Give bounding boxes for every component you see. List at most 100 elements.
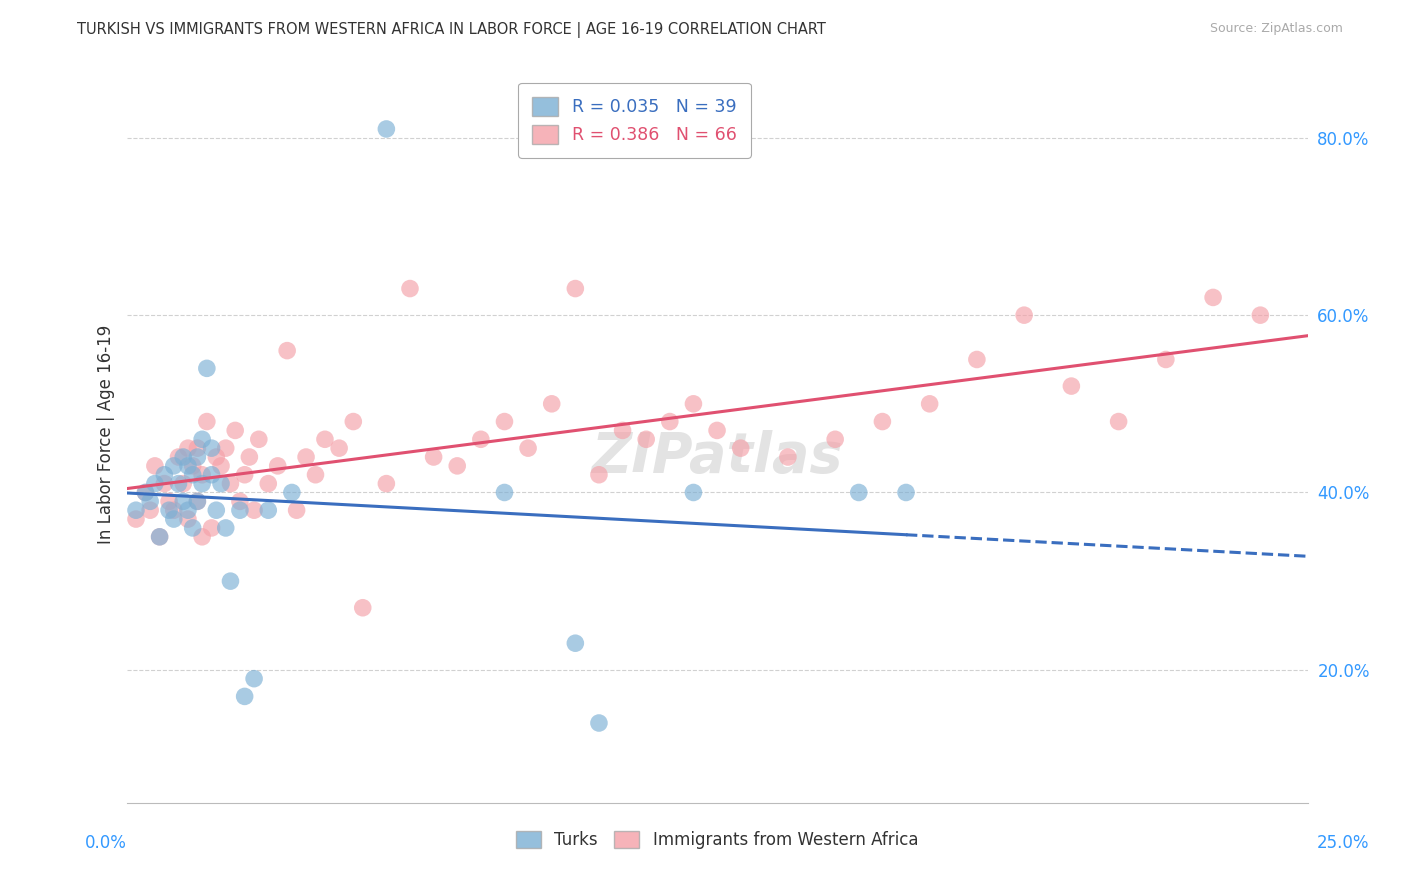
Point (706, 424, 728, 438)
Point (191, 530, 214, 544)
Point (918, 397, 941, 411)
Point (446, 458, 468, 473)
Point (153, 476, 176, 491)
Point (163, 512, 186, 526)
Point (494, 485, 516, 500)
Point (314, 432, 336, 446)
Point (139, 494, 162, 508)
Point (470, 432, 492, 446)
Text: 25.0%: 25.0% (1316, 834, 1369, 852)
Point (682, 485, 704, 500)
Point (195, 361, 218, 376)
Point (195, 415, 218, 429)
Point (304, 467, 326, 482)
Point (295, 450, 318, 464)
Point (157, 494, 180, 508)
Point (966, 352, 988, 367)
Point (276, 343, 298, 358)
Point (219, 574, 242, 589)
Point (342, 415, 364, 429)
Point (564, 281, 586, 295)
Point (494, 415, 516, 429)
Point (848, 485, 870, 500)
Point (125, 503, 148, 517)
Point (612, 424, 634, 438)
Point (375, 122, 398, 136)
Point (181, 467, 204, 482)
Point (219, 476, 242, 491)
Point (215, 441, 238, 455)
Point (422, 450, 444, 464)
Point (1060, 379, 1083, 393)
Point (177, 503, 200, 517)
Point (177, 441, 200, 455)
Point (143, 476, 166, 491)
Text: Source: ZipAtlas.com: Source: ZipAtlas.com (1209, 22, 1343, 36)
Point (191, 432, 214, 446)
Point (177, 512, 200, 526)
Point (139, 503, 162, 517)
Text: ZIPatlas: ZIPatlas (592, 430, 842, 484)
Point (134, 485, 156, 500)
Point (1249, 308, 1271, 322)
Point (824, 432, 846, 446)
Point (730, 441, 752, 455)
Point (143, 458, 166, 473)
Point (399, 281, 422, 295)
Point (167, 450, 190, 464)
Point (517, 441, 540, 455)
Point (1154, 352, 1177, 367)
Point (872, 415, 894, 429)
Point (200, 467, 222, 482)
Point (191, 467, 214, 482)
Point (205, 503, 228, 517)
Point (172, 450, 194, 464)
Point (281, 485, 304, 500)
Point (149, 530, 172, 544)
Y-axis label: In Labor Force | Age 16-19: In Labor Force | Age 16-19 (97, 326, 115, 544)
Point (134, 485, 156, 500)
Point (215, 521, 238, 535)
Point (682, 397, 704, 411)
Point (564, 636, 586, 650)
Point (243, 503, 266, 517)
Point (243, 672, 266, 686)
Point (229, 494, 252, 508)
Point (172, 494, 194, 508)
Point (163, 503, 186, 517)
Point (209, 476, 232, 491)
Point (894, 485, 917, 500)
Point (285, 503, 308, 517)
Point (352, 600, 374, 615)
Point (125, 512, 148, 526)
Point (238, 450, 260, 464)
Point (172, 476, 194, 491)
Point (186, 441, 208, 455)
Point (186, 450, 208, 464)
Point (257, 503, 280, 517)
Point (186, 494, 208, 508)
Point (1108, 415, 1130, 429)
Point (167, 476, 190, 491)
Point (229, 503, 252, 517)
Point (247, 432, 270, 446)
Point (205, 450, 228, 464)
Point (776, 450, 799, 464)
Point (233, 467, 256, 482)
Point (1012, 308, 1035, 322)
Point (636, 432, 658, 446)
Point (224, 424, 246, 438)
Point (209, 458, 232, 473)
Point (177, 458, 200, 473)
Point (658, 415, 681, 429)
Point (200, 441, 222, 455)
Point (157, 503, 180, 517)
Point (328, 441, 350, 455)
Point (186, 494, 208, 508)
Point (267, 458, 290, 473)
Point (540, 397, 562, 411)
Text: 0.0%: 0.0% (84, 834, 127, 852)
Point (375, 476, 398, 491)
Legend: Turks, Immigrants from Western Africa: Turks, Immigrants from Western Africa (508, 822, 927, 857)
Point (588, 467, 610, 482)
